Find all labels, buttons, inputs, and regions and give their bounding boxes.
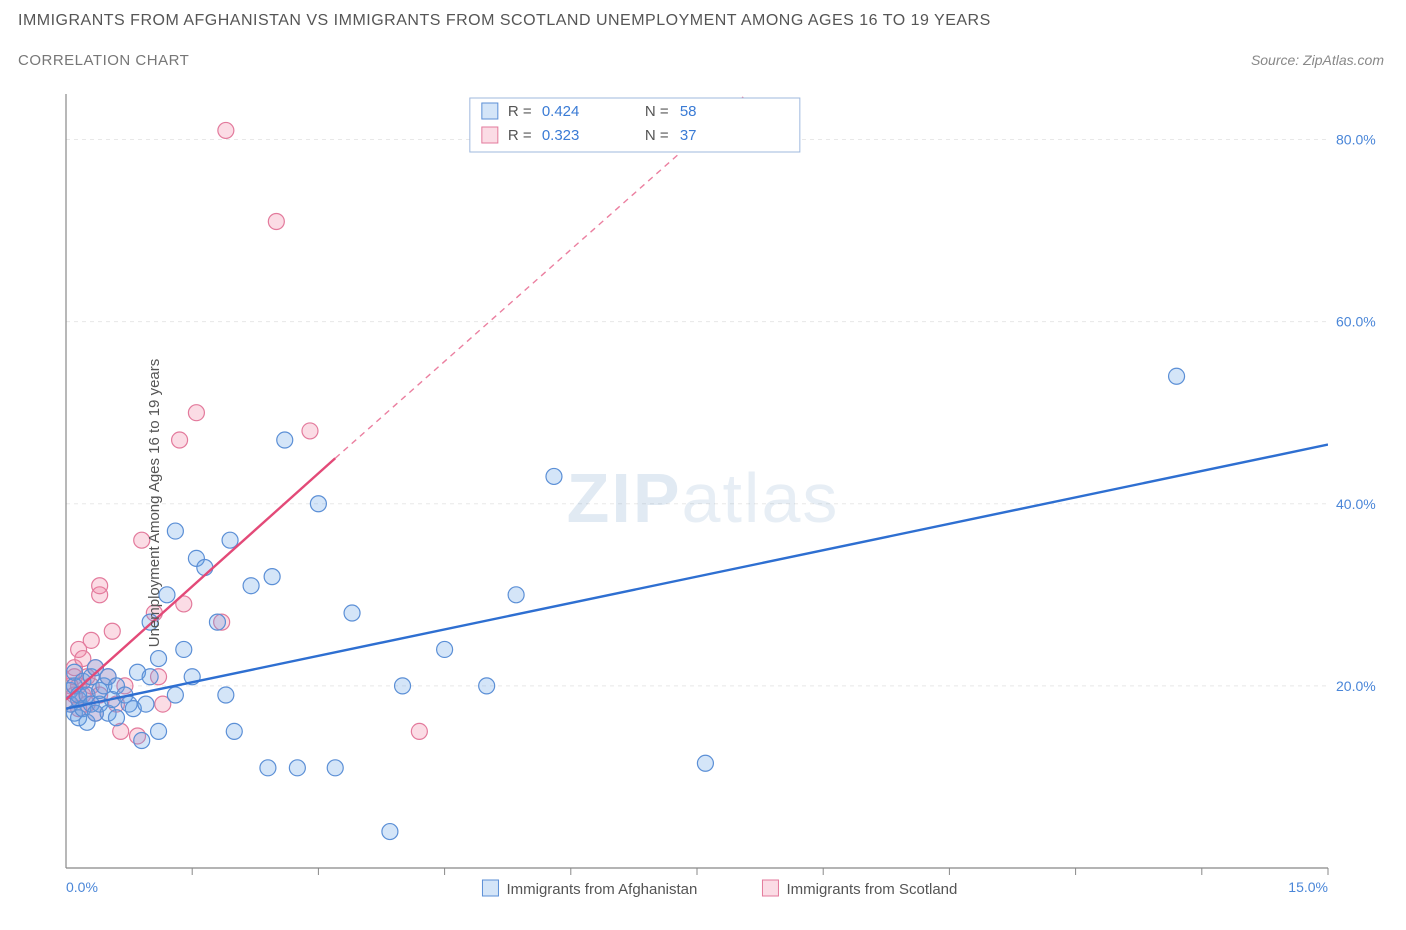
svg-text:20.0%: 20.0% bbox=[1336, 678, 1376, 694]
svg-text:Immigrants from Scotland: Immigrants from Scotland bbox=[786, 881, 957, 898]
svg-text:40.0%: 40.0% bbox=[1336, 496, 1376, 512]
source-label: Source: bbox=[1251, 52, 1299, 68]
y-axis-label: Unemployment Among Ages 16 to 19 years bbox=[146, 359, 163, 648]
svg-text:N =: N = bbox=[645, 103, 669, 120]
svg-text:0.424: 0.424 bbox=[542, 103, 580, 120]
svg-text:R =: R = bbox=[508, 127, 532, 144]
svg-text:80.0%: 80.0% bbox=[1336, 132, 1376, 148]
svg-text:N =: N = bbox=[645, 127, 669, 144]
svg-text:37: 37 bbox=[680, 127, 697, 144]
chart-subtitle: CORRELATION CHART bbox=[18, 52, 189, 69]
svg-text:Immigrants from Afghanistan: Immigrants from Afghanistan bbox=[506, 881, 697, 898]
svg-text:0.323: 0.323 bbox=[542, 127, 580, 144]
svg-text:60.0%: 60.0% bbox=[1336, 314, 1376, 330]
chart-area: Unemployment Among Ages 16 to 19 years Z… bbox=[18, 88, 1388, 918]
svg-text:58: 58 bbox=[680, 103, 697, 120]
svg-text:15.0%: 15.0% bbox=[1288, 879, 1328, 895]
svg-text:0.0%: 0.0% bbox=[66, 879, 98, 895]
svg-text:R =: R = bbox=[508, 103, 532, 120]
chart-title: IMMIGRANTS FROM AFGHANISTAN VS IMMIGRANT… bbox=[18, 12, 991, 30]
scatter-chart: 20.0% 40.0% 60.0% 80.0% 0.0% 15.0% R = 0.424 N =… bbox=[18, 88, 1388, 918]
source-name: ZipAtlas.com bbox=[1303, 52, 1384, 68]
source-attribution: Source: ZipAtlas.com bbox=[1251, 52, 1384, 68]
